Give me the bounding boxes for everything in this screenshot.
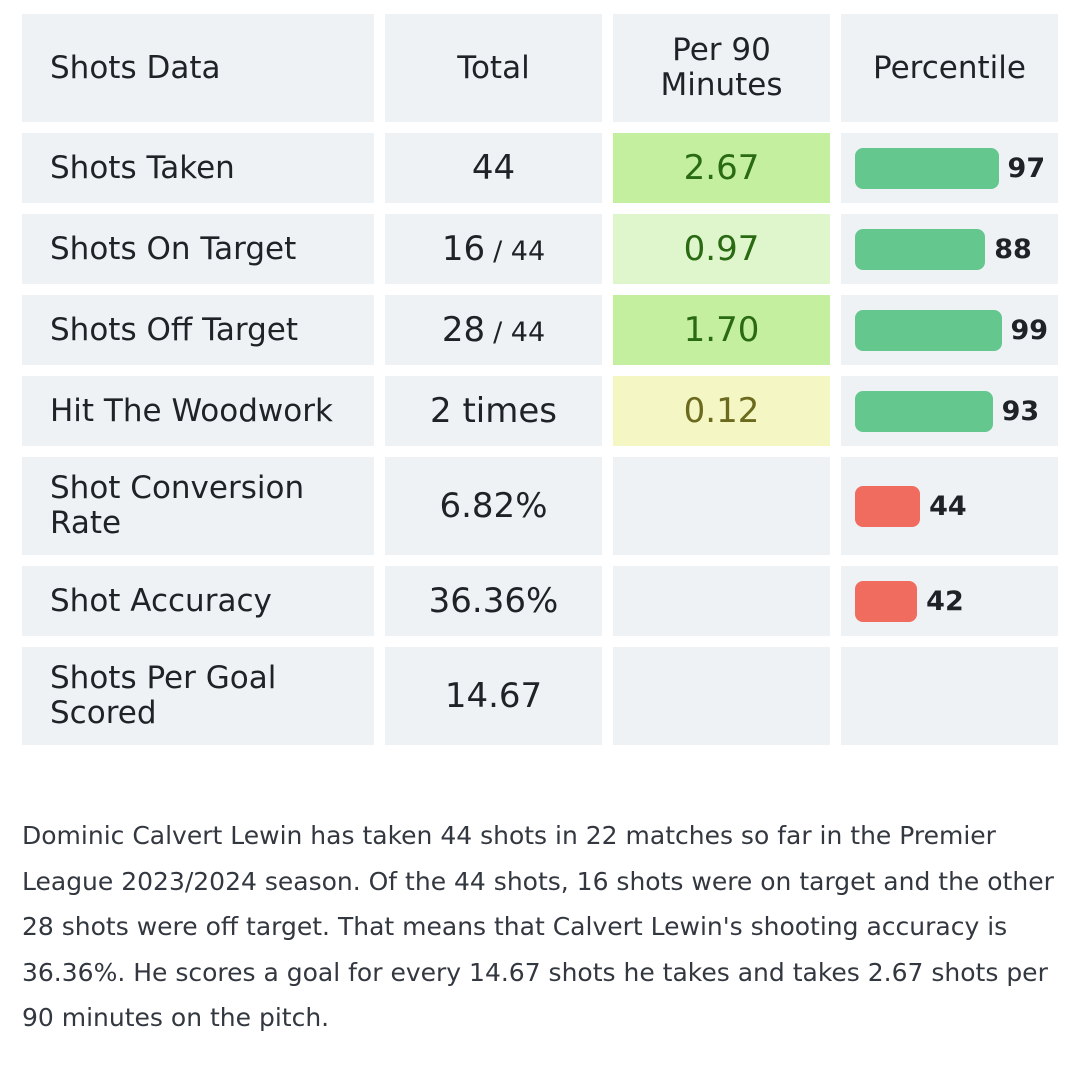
row-total-value: 16 bbox=[441, 229, 486, 269]
table-row: Hit The Woodwork 2 times 0.12 93 bbox=[22, 376, 1058, 446]
row-label: Hit The Woodwork bbox=[22, 376, 374, 446]
percentile-value: 88 bbox=[994, 233, 1032, 265]
header-per-90-text: Per 90 Minutes bbox=[660, 32, 783, 103]
header-shots-data: Shots Data bbox=[22, 14, 374, 122]
row-label-text: Shots Per Goal Scored bbox=[50, 660, 277, 731]
row-percentile: 42 bbox=[841, 566, 1058, 636]
header-total: Total bbox=[385, 14, 602, 122]
row-label: Shot Conversion Rate bbox=[22, 457, 374, 555]
percentile-bar bbox=[855, 309, 1002, 351]
row-label: Shots Per Goal Scored bbox=[22, 647, 374, 745]
row-per90: 0.97 bbox=[613, 214, 830, 284]
table-row: Shot Accuracy 36.36% 42 bbox=[22, 566, 1058, 636]
row-per90: 0.12 bbox=[613, 376, 830, 446]
table-row: Shot Conversion Rate 6.82% 44 bbox=[22, 457, 1058, 555]
row-label: Shots Off Target bbox=[22, 295, 374, 365]
percentile-bar bbox=[855, 147, 999, 189]
row-total: 36.36% bbox=[385, 566, 602, 636]
row-total-value: 36.36% bbox=[428, 581, 559, 621]
row-total-value: 44 bbox=[471, 148, 516, 188]
row-total: 6.82% bbox=[385, 457, 602, 555]
row-label-text: Shot Conversion Rate bbox=[50, 470, 305, 541]
row-total-value: 28 bbox=[441, 310, 486, 350]
row-percentile bbox=[841, 647, 1058, 745]
row-percentile: 97 bbox=[841, 133, 1058, 203]
row-total: 16/ 44 bbox=[385, 214, 602, 284]
row-per90 bbox=[613, 647, 830, 745]
shots-data-panel: Shots Data Total Per 90 Minutes Percenti… bbox=[22, 14, 1058, 756]
percentile-value: 99 bbox=[1010, 314, 1049, 346]
percentile-bar bbox=[855, 485, 921, 527]
description-text: Dominic Calvert Lewin has taken 44 shots… bbox=[22, 821, 1054, 1032]
row-per90: 1.70 bbox=[613, 295, 830, 365]
percentile-value: 93 bbox=[1001, 395, 1040, 427]
row-percentile: 44 bbox=[841, 457, 1058, 555]
percentile-bar bbox=[855, 228, 986, 270]
row-total: 44 bbox=[385, 133, 602, 203]
row-label: Shots On Target bbox=[22, 214, 374, 284]
row-label: Shots Taken bbox=[22, 133, 374, 203]
table-header-row: Shots Data Total Per 90 Minutes Percenti… bbox=[22, 14, 1058, 122]
row-percentile: 99 bbox=[841, 295, 1058, 365]
row-per90: 2.67 bbox=[613, 133, 830, 203]
table-row: Shots Taken 44 2.67 97 bbox=[22, 133, 1058, 203]
percentile-value: 42 bbox=[926, 585, 964, 617]
table-row: Shots Per Goal Scored 14.67 bbox=[22, 647, 1058, 745]
row-total-of: / 44 bbox=[493, 236, 546, 267]
row-label: Shot Accuracy bbox=[22, 566, 374, 636]
shots-data-table: Shots Data Total Per 90 Minutes Percenti… bbox=[11, 3, 1069, 756]
row-per90 bbox=[613, 566, 830, 636]
percentile-value: 97 bbox=[1007, 152, 1046, 184]
row-total-value: 14.67 bbox=[444, 676, 543, 716]
row-total: 14.67 bbox=[385, 647, 602, 745]
row-total-of: / 44 bbox=[493, 317, 546, 348]
row-total-value: 2 times bbox=[430, 391, 557, 431]
header-per-90: Per 90 Minutes bbox=[613, 14, 830, 122]
percentile-value: 44 bbox=[929, 490, 967, 522]
row-percentile: 88 bbox=[841, 214, 1058, 284]
row-total-value: 6.82% bbox=[439, 486, 548, 526]
row-per90 bbox=[613, 457, 830, 555]
row-percentile: 93 bbox=[841, 376, 1058, 446]
percentile-bar bbox=[855, 390, 993, 432]
header-percentile: Percentile bbox=[841, 14, 1058, 122]
table-row: Shots Off Target 28/ 44 1.70 99 bbox=[22, 295, 1058, 365]
table-row: Shots On Target 16/ 44 0.97 88 bbox=[22, 214, 1058, 284]
percentile-bar bbox=[855, 580, 918, 622]
row-total: 2 times bbox=[385, 376, 602, 446]
row-total: 28/ 44 bbox=[385, 295, 602, 365]
